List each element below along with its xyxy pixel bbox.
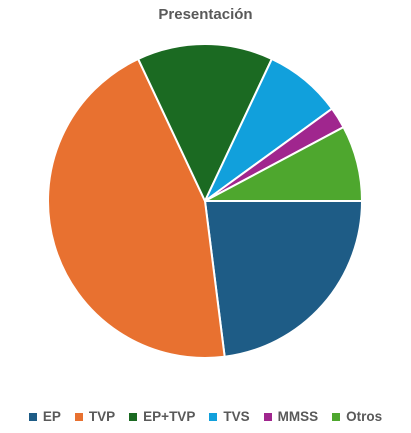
legend-label-tvp: TVP	[88, 409, 116, 424]
legend-label-ep: EP	[42, 409, 61, 424]
legend-swatch-tvp	[74, 412, 83, 421]
pie-slice-ep	[204, 200, 363, 358]
pie-slice-ep-plus-tvp	[137, 43, 273, 202]
legend-item-tvp: TVP	[74, 409, 116, 424]
legend-swatch-mmss	[263, 412, 272, 421]
legend-label-ep-plus-tvp: EP+TVP	[143, 409, 196, 424]
legend-swatch-ep-plus-tvp	[129, 412, 138, 421]
legend-swatch-tvs	[209, 412, 218, 421]
pie-slice-otros	[204, 126, 363, 202]
legend-swatch-ep	[28, 412, 37, 421]
legend-item-tvs: TVS	[209, 409, 250, 424]
legend-item-otros: Otros	[332, 409, 382, 424]
legend-item-mmss: MMSS	[263, 409, 319, 424]
legend-label-otros: Otros	[346, 409, 383, 424]
legend-label-tvs: TVS	[223, 409, 250, 424]
legend-item-ep: EP	[28, 409, 61, 424]
pie-slices	[47, 43, 363, 359]
pie-slice-tvp	[47, 57, 226, 359]
legend-item-ep-plus-tvp: EP+TVP	[129, 409, 195, 424]
legend-label-mmss: MMSS	[277, 409, 319, 424]
chart-legend: EP TVP EP+TVP TVS MMSS Otros	[0, 409, 411, 424]
legend-swatch-otros	[332, 412, 341, 421]
chart-title: Presentación	[158, 6, 253, 23]
